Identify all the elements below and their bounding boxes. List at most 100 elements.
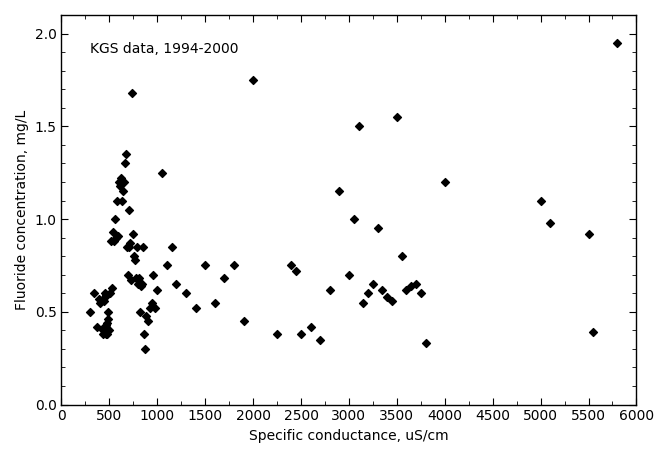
- Point: [142, 317, 153, 325]
- Point: [171, 280, 182, 288]
- Point: [132, 243, 142, 251]
- Point: [134, 308, 145, 316]
- Point: [127, 89, 138, 97]
- Point: [138, 243, 149, 251]
- Point: [248, 76, 258, 84]
- Point: [415, 289, 426, 297]
- Point: [344, 271, 355, 278]
- Point: [129, 252, 140, 260]
- Point: [272, 330, 282, 338]
- Point: [391, 114, 402, 121]
- Point: [119, 160, 130, 167]
- Point: [167, 243, 177, 251]
- Point: [106, 238, 116, 245]
- Point: [146, 299, 157, 306]
- Point: [101, 323, 112, 330]
- Point: [411, 280, 421, 288]
- Point: [110, 215, 120, 223]
- Point: [116, 174, 126, 182]
- Point: [97, 330, 108, 338]
- Point: [102, 330, 113, 338]
- Point: [100, 321, 111, 328]
- Point: [103, 316, 114, 323]
- Point: [85, 308, 96, 316]
- Point: [229, 262, 240, 269]
- Point: [100, 330, 111, 338]
- Point: [124, 243, 135, 251]
- Point: [387, 297, 397, 305]
- Point: [138, 330, 149, 338]
- Point: [588, 328, 599, 336]
- Point: [126, 277, 136, 284]
- Point: [89, 289, 100, 297]
- Point: [114, 178, 124, 185]
- Point: [102, 319, 113, 327]
- Point: [367, 280, 378, 288]
- Point: [349, 215, 359, 223]
- Point: [140, 312, 151, 319]
- Point: [134, 275, 145, 282]
- Point: [121, 243, 132, 251]
- Point: [92, 323, 102, 330]
- Point: [139, 345, 150, 353]
- Point: [296, 330, 306, 338]
- Y-axis label: Fluoride concentration, mg/L: Fluoride concentration, mg/L: [15, 109, 29, 310]
- Point: [353, 123, 364, 130]
- Point: [440, 178, 450, 185]
- Point: [132, 280, 143, 288]
- Point: [545, 219, 555, 226]
- Point: [420, 340, 431, 347]
- Point: [377, 286, 388, 293]
- Point: [373, 225, 383, 232]
- Point: [118, 178, 129, 185]
- Point: [406, 282, 417, 289]
- Point: [125, 240, 136, 247]
- Point: [131, 275, 142, 282]
- Point: [107, 284, 118, 291]
- Point: [324, 286, 335, 293]
- X-axis label: Specific conductance, uS/cm: Specific conductance, uS/cm: [249, 429, 449, 443]
- Point: [238, 317, 249, 325]
- Point: [136, 280, 147, 288]
- Point: [305, 323, 316, 330]
- Point: [200, 262, 211, 269]
- Point: [583, 230, 594, 238]
- Point: [112, 232, 123, 240]
- Point: [112, 197, 122, 204]
- Point: [150, 305, 161, 312]
- Point: [99, 289, 110, 297]
- Point: [128, 230, 138, 238]
- Point: [148, 271, 159, 278]
- Point: [396, 252, 407, 260]
- Point: [161, 262, 172, 269]
- Point: [219, 275, 229, 282]
- Point: [108, 229, 118, 236]
- Point: [358, 299, 369, 306]
- Point: [136, 282, 147, 289]
- Point: [291, 267, 302, 275]
- Point: [96, 325, 107, 332]
- Point: [105, 289, 116, 297]
- Point: [157, 169, 167, 176]
- Point: [130, 256, 140, 263]
- Point: [315, 336, 326, 344]
- Point: [122, 271, 133, 278]
- Point: [382, 293, 393, 300]
- Point: [181, 289, 191, 297]
- Point: [110, 234, 121, 241]
- Point: [120, 151, 131, 158]
- Point: [116, 197, 127, 204]
- Point: [94, 295, 104, 302]
- Point: [103, 308, 114, 316]
- Point: [334, 188, 345, 195]
- Point: [286, 262, 297, 269]
- Point: [152, 286, 163, 293]
- Point: [99, 293, 110, 300]
- Point: [101, 291, 112, 299]
- Point: [109, 238, 120, 245]
- Point: [535, 197, 546, 204]
- Point: [190, 305, 201, 312]
- Point: [123, 206, 134, 213]
- Text: KGS data, 1994-2000: KGS data, 1994-2000: [90, 42, 239, 56]
- Point: [209, 299, 220, 306]
